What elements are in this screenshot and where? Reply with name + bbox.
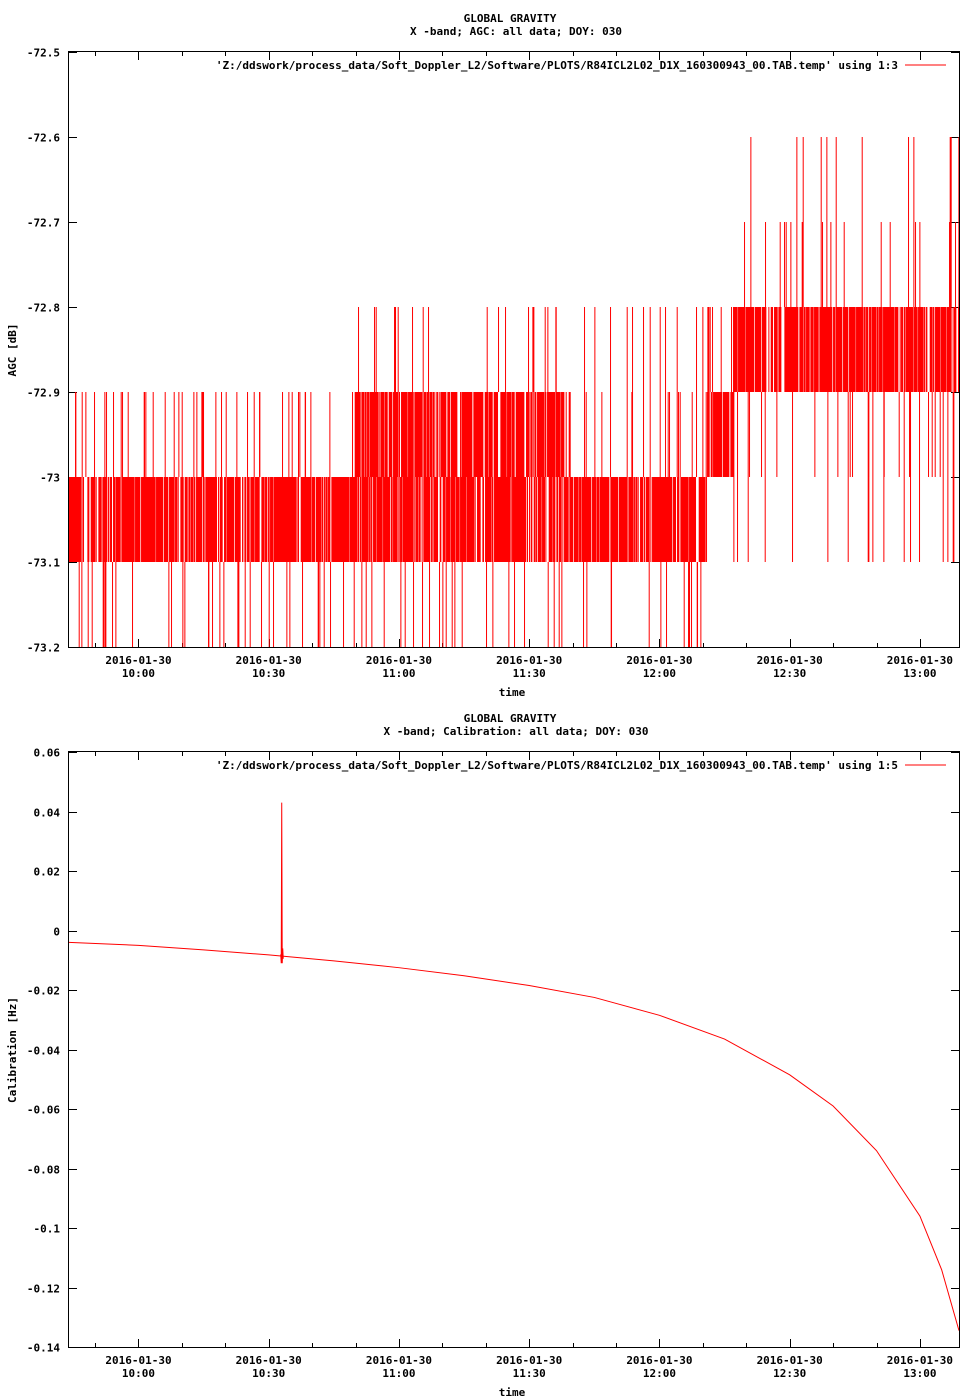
agc-series-trace: [68, 137, 960, 647]
x-tick-date-label: 2016-01-30: [236, 1354, 302, 1367]
agc-chart-subtitle: X -band; AGC: all data; DOY: 030: [410, 25, 622, 38]
x-tick-time-label: 11:00: [382, 667, 415, 680]
cal-x-ticks: 2016-01-3010:002016-01-3010:302016-01-30…: [95, 752, 953, 1380]
x-tick-time-label: 11:30: [513, 1367, 546, 1380]
y-tick-label: -0.02: [27, 985, 60, 998]
cal-y-ticks: 0.06 0.04 0.02 0 -0.02 -0.04 -0.06 -0.08 -0.1 -0.…: [27, 747, 959, 1355]
x-tick-date-label: 2016-01-30: [236, 654, 302, 667]
y-tick-label: -73.2: [27, 642, 60, 655]
agc-legend-label: 'Z:/ddswork/process_data/Soft_Doppler_L2…: [216, 59, 898, 72]
agc-chart-title: GLOBAL GRAVITY: [464, 12, 557, 25]
cal-series-trace: [68, 802, 960, 1331]
agc-panel: GLOBAL GRAVITY X -band; AGC: all data; D…: [6, 12, 960, 699]
agc-y-axis-label: AGC [dB]: [6, 324, 19, 377]
x-tick-date-label: 2016-01-30: [757, 654, 823, 667]
x-tick-date-label: 2016-01-30: [887, 654, 953, 667]
x-tick-date-label: 2016-01-30: [757, 1354, 823, 1367]
x-tick-date-label: 2016-01-30: [366, 1354, 432, 1367]
agc-x-axis-label: time: [499, 686, 526, 699]
x-tick-date-label: 2016-01-30: [105, 654, 171, 667]
agc-y-ticks: -72.5 -72.6 -72.7 -72.8 -72.9 -73 -73.1 -73.2: [27, 47, 959, 655]
x-tick-time-label: 10:30: [252, 1367, 285, 1380]
y-tick-label: -72.8: [27, 302, 60, 315]
y-tick-label: -0.1: [34, 1223, 61, 1236]
y-tick-label: -0.08: [27, 1164, 60, 1177]
y-tick-label: -0.14: [27, 1342, 60, 1355]
calibration-spike: [280, 802, 284, 964]
cal-chart-subtitle: X -band; Calibration: all data; DOY: 030: [384, 725, 649, 738]
x-tick-date-label: 2016-01-30: [105, 1354, 171, 1367]
x-tick-time-label: 12:30: [773, 1367, 806, 1380]
y-tick-label: -0.04: [27, 1045, 60, 1058]
y-tick-label: -73.1: [27, 557, 60, 570]
calibration-panel: GLOBAL GRAVITY X -band; Calibration: all…: [6, 712, 960, 1399]
y-tick-label: -72.5: [27, 47, 60, 60]
cal-plot-frame: [68, 751, 960, 1348]
x-tick-date-label: 2016-01-30: [887, 1354, 953, 1367]
x-tick-time-label: 13:00: [903, 667, 936, 680]
y-tick-label: -73: [40, 472, 60, 485]
x-tick-date-label: 2016-01-30: [496, 654, 562, 667]
x-tick-time-label: 10:30: [252, 667, 285, 680]
agc-plot-frame: [68, 51, 960, 648]
x-tick-time-label: 11:30: [513, 667, 546, 680]
x-tick-time-label: 10:00: [122, 667, 155, 680]
cal-x-axis-label: time: [499, 1386, 526, 1399]
y-tick-label: -72.7: [27, 217, 60, 230]
x-tick-date-label: 2016-01-30: [626, 654, 692, 667]
y-tick-label: -72.6: [27, 132, 60, 145]
y-tick-label: 0.06: [34, 747, 61, 760]
x-tick-time-label: 11:00: [382, 1367, 415, 1380]
cal-y-axis-label: Calibration [Hz]: [6, 997, 19, 1103]
y-tick-label: -0.12: [27, 1283, 60, 1296]
y-tick-label: 0.04: [34, 807, 61, 820]
x-tick-time-label: 12:00: [643, 1367, 676, 1380]
x-tick-time-label: 12:30: [773, 667, 806, 680]
x-tick-time-label: 12:00: [643, 667, 676, 680]
y-tick-label: 0.02: [34, 866, 61, 879]
x-tick-date-label: 2016-01-30: [626, 1354, 692, 1367]
x-tick-date-label: 2016-01-30: [366, 654, 432, 667]
cal-chart-title: GLOBAL GRAVITY: [464, 712, 557, 725]
agc-x-ticks: 2016-01-3010:002016-01-3010:302016-01-30…: [95, 52, 953, 680]
y-tick-label: 0: [53, 926, 60, 939]
agc-series-line: [68, 137, 960, 647]
x-tick-date-label: 2016-01-30: [496, 1354, 562, 1367]
cal-legend-label: 'Z:/ddswork/process_data/Soft_Doppler_L2…: [216, 759, 898, 772]
x-tick-time-label: 10:00: [122, 1367, 155, 1380]
x-tick-time-label: 13:00: [903, 1367, 936, 1380]
y-tick-label: -72.9: [27, 387, 60, 400]
y-tick-label: -0.06: [27, 1104, 60, 1117]
calibration-series-line: [68, 941, 960, 1331]
